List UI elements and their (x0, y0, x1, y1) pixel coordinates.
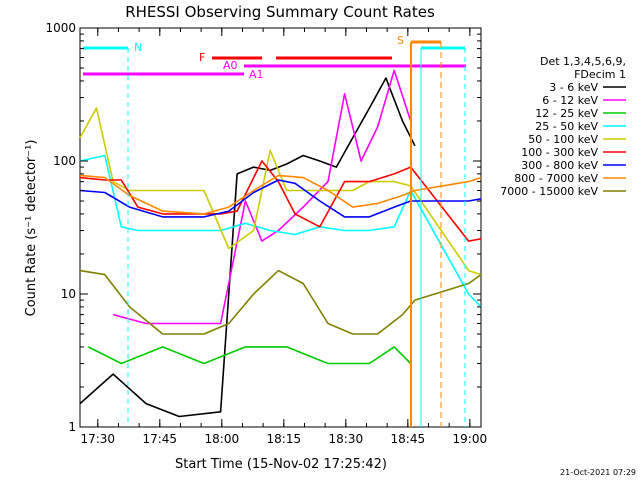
series-line-3 (79, 154, 482, 308)
legend-label: 3 - 6 keV (549, 81, 598, 94)
y-axis: 1 10 100 1000 (45, 21, 481, 434)
series-line-7 (79, 174, 482, 215)
series-line-5 (79, 160, 482, 242)
x-tick-label: 18:00 (205, 432, 240, 446)
plot-area: N F A0 A1 S (79, 27, 482, 428)
annotation-f-label: F (199, 51, 205, 64)
legend-label: 50 - 100 keV (528, 133, 598, 146)
x-axis-label: Start Time (15-Nov-02 17:25:42) (175, 457, 387, 472)
legend-label: 7000 - 15000 keV (500, 185, 598, 198)
legend-header-line-1: Det 1,3,4,5,6,9, (540, 55, 626, 68)
legend-label: 6 - 12 keV (542, 94, 598, 107)
series-line-0 (79, 77, 416, 418)
footer-date: 21-Oct-2021 07:29 (560, 468, 636, 477)
annotation-n-label: N (134, 41, 142, 54)
plot-frame (79, 27, 482, 428)
y-tick-label: 1000 (45, 21, 76, 35)
legend-label: 12 - 25 keV (535, 107, 598, 120)
annotation-a1-label: A1 (249, 68, 264, 81)
y-tick-label: 100 (53, 154, 76, 168)
x-axis: 17:30 17:45 18:00 18:15 18:30 18:45 19:00 (80, 28, 487, 446)
legend-label: 300 - 800 keV (521, 159, 598, 172)
annotation-bars: N F A0 A1 S (83, 34, 466, 81)
x-tick-label: 19:00 (453, 432, 488, 446)
series-line-6 (79, 179, 482, 218)
x-tick-label: 18:15 (267, 432, 302, 446)
series-line-2 (87, 346, 412, 365)
x-tick-label: 17:30 (80, 432, 115, 446)
legend-label: 25 - 50 keV (535, 120, 598, 133)
legend-label: 100 - 300 keV (521, 146, 598, 159)
y-axis-label: Count Rate (s⁻¹ detector⁻¹) (24, 140, 39, 317)
x-tick-label: 18:45 (391, 432, 426, 446)
chart-title: RHESSI Observing Summary Count Rates (125, 3, 435, 21)
x-tick-label: 17:45 (142, 432, 177, 446)
series-group (79, 69, 482, 418)
y-tick-label: 1 (68, 420, 76, 434)
legend-header-line-2: FDecim 1 (574, 68, 626, 81)
series-line-1 (112, 69, 412, 325)
annotation-a0-label: A0 (223, 59, 238, 72)
x-tick-label: 18:30 (329, 432, 364, 446)
series-line-8 (79, 269, 482, 335)
y-tick-label: 10 (61, 287, 76, 301)
event-markers (127, 42, 466, 427)
legend-label: 800 - 7000 keV (514, 172, 598, 185)
annotation-s-label: S (397, 34, 404, 47)
